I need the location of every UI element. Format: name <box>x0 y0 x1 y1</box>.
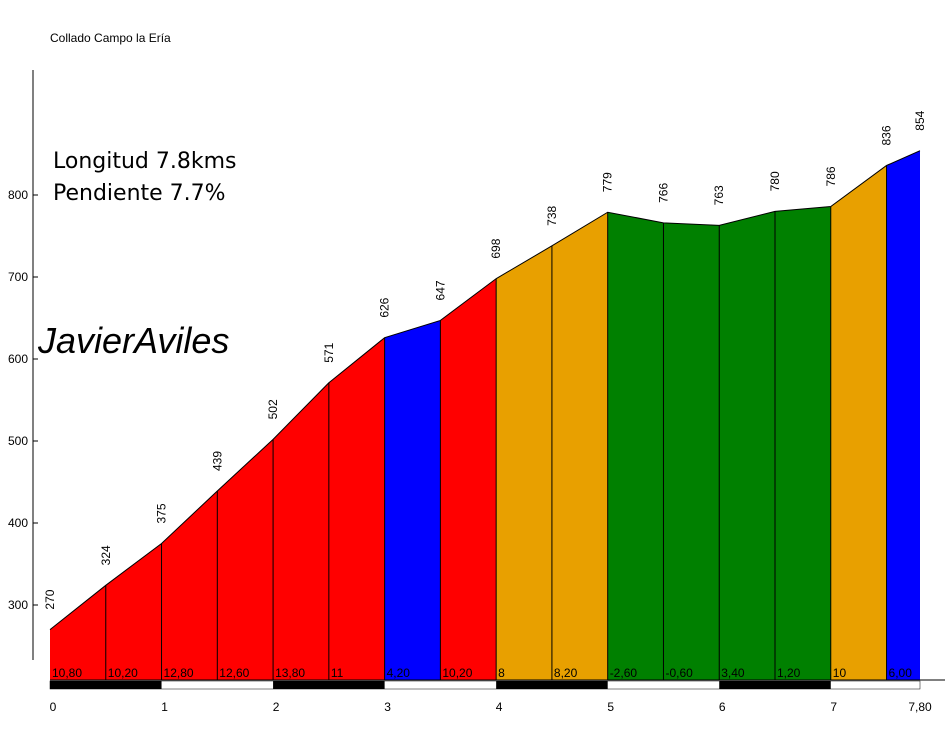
elevation-label: 766 <box>656 183 670 203</box>
x-tick-label: 7 <box>830 700 837 714</box>
length-label: Longitud 7.8kms <box>53 149 237 174</box>
gradient-label: 4,20 <box>387 666 411 680</box>
gradient-label: 10 <box>833 666 847 680</box>
profile-segment <box>217 439 274 680</box>
elevation-label: 738 <box>545 205 559 225</box>
gradient-label: 12,60 <box>219 666 249 680</box>
gradient-label: 13,80 <box>275 666 305 680</box>
y-tick-label: 600 <box>8 352 28 366</box>
elevation-label: 324 <box>99 545 113 565</box>
elevation-label: 626 <box>378 297 392 317</box>
elevation-label: 375 <box>155 503 169 523</box>
y-tick-label: 700 <box>8 270 28 284</box>
y-tick-label: 400 <box>8 516 28 530</box>
profile-segment <box>607 212 664 680</box>
chart-title: Collado Campo la Ería <box>50 31 171 45</box>
y-tick-label: 800 <box>8 188 28 202</box>
profile-segment <box>328 337 385 680</box>
x-tick-label: 7,80 <box>908 700 932 714</box>
profile-segment <box>50 585 106 680</box>
scale-bar-block <box>273 681 385 689</box>
gradient-label: 6,00 <box>889 666 913 680</box>
author-watermark: JavierAviles <box>38 320 230 361</box>
gradient-label: Pendiente 7.7% <box>53 181 226 206</box>
gradient-label: -2,60 <box>610 666 638 680</box>
profile-line <box>49 150 921 630</box>
gradient-label: 12,80 <box>164 666 194 680</box>
profile-segment <box>886 150 920 681</box>
profile-segment <box>384 320 441 680</box>
x-tick-label: 6 <box>719 700 726 714</box>
x-tick-label: 0 <box>50 700 57 714</box>
x-tick-label: 1 <box>161 700 168 714</box>
y-tick-label: 300 <box>8 598 28 612</box>
profile-segment <box>440 278 497 680</box>
profile-segment <box>161 491 218 680</box>
profile-segment <box>496 245 552 680</box>
x-tick-label: 3 <box>384 700 391 714</box>
gradient-label: 1,20 <box>777 666 801 680</box>
climb-info: Longitud 7.8kms Pendiente 7.7% <box>53 146 237 210</box>
elevation-label: 270 <box>43 589 57 609</box>
profile-segment <box>663 222 720 680</box>
elevation-label: 698 <box>489 238 503 258</box>
elevation-label: 763 <box>712 185 726 205</box>
elevation-label: 571 <box>322 342 336 362</box>
gradient-label: 10,20 <box>442 666 472 680</box>
elevation-label: 647 <box>433 280 447 300</box>
gradient-label: 10,80 <box>52 666 82 680</box>
elevation-label: 780 <box>768 171 782 191</box>
profile-segment <box>105 543 162 680</box>
y-tick-label: 500 <box>8 434 28 448</box>
gradient-label: 8,20 <box>554 666 578 680</box>
profile-segment <box>830 165 887 681</box>
gradient-label: 10,20 <box>108 666 138 680</box>
elevation-label: 854 <box>913 110 927 130</box>
gradient-label: 3,40 <box>721 666 745 680</box>
profile-segment <box>719 211 775 680</box>
profile-segment <box>273 382 329 680</box>
elevation-label: 779 <box>601 172 615 192</box>
scale-bar-block <box>719 681 831 689</box>
gradient-label: -0,60 <box>665 666 693 680</box>
scale-bar-block <box>496 681 608 689</box>
gradient-label: 8 <box>498 666 505 680</box>
profile-segment <box>551 212 608 680</box>
x-tick-label: 4 <box>496 700 503 714</box>
elevation-label: 786 <box>824 166 838 186</box>
elevation-label: 836 <box>880 125 894 145</box>
gradient-label: 11 <box>331 666 344 680</box>
elevation-label: 502 <box>266 399 280 419</box>
x-tick-label: 2 <box>273 700 280 714</box>
elevation-label: 439 <box>210 451 224 471</box>
scale-bar-block <box>50 681 162 689</box>
profile-segment <box>775 206 831 681</box>
x-tick-label: 5 <box>607 700 614 714</box>
